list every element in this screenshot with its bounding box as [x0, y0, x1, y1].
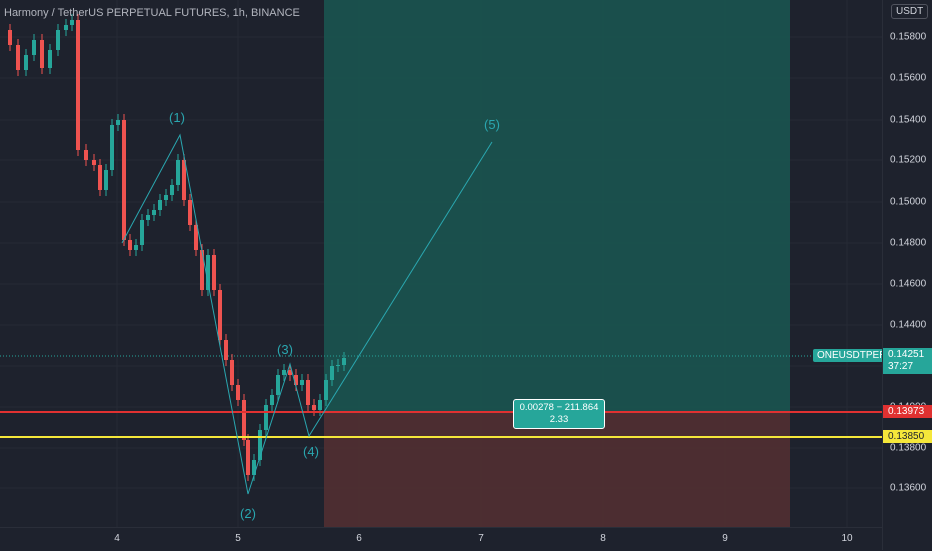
- candle-body: [116, 120, 120, 125]
- candle-body: [164, 195, 168, 200]
- candles: [8, 14, 346, 481]
- candle-body: [230, 360, 234, 385]
- candle-body: [194, 225, 198, 250]
- candle-body: [246, 440, 250, 475]
- candle-body: [242, 400, 246, 440]
- wave-label-2: (2): [240, 506, 256, 521]
- wave-label-5: (5): [484, 117, 500, 132]
- candle-body: [70, 20, 74, 25]
- candle-body: [40, 40, 44, 68]
- bar-countdown: 37:27: [888, 361, 914, 372]
- position-stats-box[interactable]: 0.00278 − 211.864 2.33: [513, 399, 605, 429]
- candle-body: [294, 375, 298, 385]
- candle-body: [134, 245, 138, 250]
- candle-body: [182, 160, 186, 200]
- candle-body: [306, 380, 310, 405]
- candle-body: [24, 55, 28, 70]
- candle-body: [288, 370, 292, 375]
- target-zone[interactable]: [324, 0, 790, 412]
- time-scale[interactable]: 4 5 6 7 8 9 10: [0, 527, 882, 551]
- candle-body: [212, 255, 216, 290]
- candle-body: [206, 255, 210, 290]
- position-stats-line2: 2.33: [549, 414, 569, 425]
- candle-body: [92, 160, 96, 165]
- candle-body: [188, 200, 192, 225]
- candle-body: [8, 30, 12, 45]
- wave-label-4: (4): [303, 444, 319, 459]
- candle-body: [64, 25, 68, 30]
- elliott-wave-line[interactable]: [121, 133, 493, 495]
- candle-body: [152, 210, 156, 215]
- time-tick: 4: [114, 533, 120, 544]
- candle-body: [122, 120, 126, 240]
- candle-body: [200, 250, 204, 290]
- candle-body: [98, 165, 102, 190]
- candle-body: [330, 366, 334, 380]
- candle-body: [324, 380, 328, 400]
- last-price-value: 0.14251: [888, 349, 925, 360]
- candle-body: [76, 20, 80, 150]
- price-tick: 0.14400: [890, 319, 927, 331]
- candle-body: [258, 430, 262, 460]
- candle-body: [170, 185, 174, 195]
- wave-label-1: (1): [169, 110, 185, 125]
- price-tick: 0.15400: [890, 114, 927, 126]
- candle-body: [218, 290, 222, 340]
- price-tick: 0.15800: [890, 31, 927, 43]
- candle-body: [140, 220, 144, 245]
- candle-body: [48, 50, 52, 68]
- time-tick: 10: [841, 533, 853, 544]
- last-price-label: 0.14251 37:27: [883, 348, 932, 374]
- time-tick: 7: [478, 533, 484, 544]
- position-stats-line1: 0.00278 − 211.864: [519, 402, 599, 413]
- candle-body: [276, 375, 280, 395]
- candle-body: [312, 405, 316, 410]
- candle-body: [158, 200, 162, 210]
- candle-body: [300, 380, 304, 385]
- wave-label-3: (3): [277, 342, 293, 357]
- price-tick: 0.15600: [890, 72, 927, 84]
- chart-canvas[interactable]: (1) (2) (3) (4) (5): [0, 0, 882, 527]
- candle-body: [342, 358, 346, 365]
- candle-body: [110, 125, 114, 170]
- symbol-tag: ONEUSDTPERP: [813, 349, 898, 362]
- price-tick: 0.13800: [890, 442, 927, 454]
- price-tick: 0.15000: [890, 196, 927, 208]
- chart-area[interactable]: (1) (2) (3) (4) (5) Harmony / TetherUS P…: [0, 0, 898, 527]
- candle-body: [270, 395, 274, 405]
- candle-body: [318, 400, 322, 410]
- candle-body: [282, 370, 286, 375]
- price-tick: 0.14600: [890, 278, 927, 290]
- candle-body: [336, 365, 340, 366]
- currency-button[interactable]: USDT: [891, 4, 929, 19]
- yellow-level-label: 0.13850: [883, 430, 932, 443]
- time-tick: 6: [356, 533, 362, 544]
- time-tick: 8: [600, 533, 606, 544]
- chart-title: Harmony / TetherUS PERPETUAL FUTURES, 1h…: [4, 7, 300, 19]
- stop-zone[interactable]: [324, 412, 790, 527]
- price-scale[interactable]: USDT 0.15800 0.15600 0.15400 0.15200 0.1…: [882, 0, 932, 550]
- price-tick: 0.14800: [890, 237, 927, 249]
- candle-body: [56, 30, 60, 50]
- candle-body: [146, 215, 150, 220]
- price-tick: 0.13600: [890, 482, 927, 494]
- red-level-label: 0.13973: [883, 405, 932, 418]
- candle-body: [176, 160, 180, 185]
- price-tick: 0.15200: [890, 154, 927, 166]
- candle-body: [16, 45, 20, 70]
- candle-body: [84, 150, 88, 160]
- time-tick: 9: [722, 533, 728, 544]
- candle-body: [104, 170, 108, 190]
- candle-body: [128, 240, 132, 250]
- candle-body: [264, 405, 268, 430]
- candle-body: [32, 40, 36, 55]
- time-tick: 5: [235, 533, 241, 544]
- candle-body: [224, 340, 228, 360]
- candle-body: [236, 385, 240, 400]
- candle-body: [252, 460, 256, 475]
